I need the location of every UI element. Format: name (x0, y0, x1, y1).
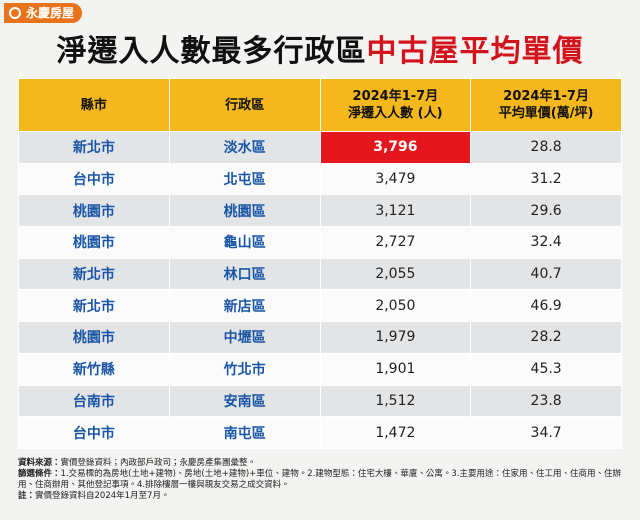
table-cell: 28.8 (470, 131, 622, 164)
header-line: 2024年1-7月 (352, 89, 439, 104)
header-row: 縣市 行政區 2024年1-7月 淨遷入人數 (人) 2024年1-7月 平均單價(萬/坪… (18, 78, 622, 132)
table-cell: 新店區 (168, 289, 321, 323)
table-cell: 安南區 (168, 384, 321, 418)
table-row: 新北市 新店區 2,050 46.9 (18, 289, 622, 323)
table-cell: 2,055 (319, 257, 472, 291)
table-cell: 23.8 (470, 384, 622, 418)
table-cell: 竹北市 (168, 352, 321, 386)
table-cell: 桃園市 (18, 226, 170, 259)
table-cell: 淡水區 (168, 131, 321, 164)
table-cell: 45.3 (470, 352, 622, 386)
table-cell: 28.2 (470, 321, 622, 354)
table-row: 新北市 淡水區 3,796 28.8 (18, 131, 622, 164)
table-row: 新竹縣 竹北市 1,901 45.3 (18, 352, 622, 386)
table-row: 台中市 南屯區 1,472 34.7 (18, 416, 622, 449)
header-line: 2024年1-7月 (503, 89, 589, 104)
table-cell: 新北市 (18, 257, 170, 291)
note-text: 1.交易標的為房地(土地+建物)、房地(土地+建物)+車位、建物。2.建物型態：… (18, 469, 621, 490)
title: 淨遷入人數最多行政區中古屋平均單價 (0, 32, 640, 72)
table-cell: 1,979 (319, 321, 472, 354)
table-cell: 新竹縣 (18, 352, 170, 386)
note-label: 資料來源： (18, 458, 61, 468)
table-cell: 桃園市 (18, 321, 170, 354)
header-line: 平均單價(萬/坪) (498, 106, 594, 121)
table-cell: 3,796 (319, 131, 472, 164)
table-row: 桃園市 桃園區 3,121 29.6 (18, 194, 622, 228)
table-cell: 3,121 (319, 194, 472, 228)
title-highlight: 中古屋平均單價 (366, 34, 584, 69)
table-cell: 南屯區 (168, 416, 321, 449)
table-row: 桃園市 龜山區 2,727 32.4 (18, 226, 622, 259)
table-cell: 龜山區 (168, 226, 321, 259)
table-row: 台中市 北屯區 3,479 31.2 (18, 162, 622, 196)
note: 註：實價登錄資料自2024年1月至7月。 (18, 491, 622, 502)
notes: 資料來源：實價登錄資料；內政部戶政司；永慶房產集團彙整。 篩選條件：1.交易標的為… (18, 458, 622, 502)
table-cell: 中壢區 (168, 321, 321, 354)
title-part: 淨遷入人數最多行政區 (56, 34, 367, 69)
header-line: 行政區 (225, 97, 265, 113)
table-cell: 34.7 (470, 416, 622, 449)
table-cell: 40.7 (470, 257, 622, 291)
note: 資料來源：實價登錄資料；內政部戶政司；永慶房產集團彙整。 (18, 458, 622, 469)
header-cell: 縣市 (18, 78, 170, 132)
table-cell: 32.4 (470, 226, 622, 259)
logo: 永慶房屋 (4, 3, 83, 23)
note-label: 註： (18, 491, 36, 501)
table-cell: 桃園市 (18, 194, 170, 228)
header-cell: 2024年1-7月 平均單價(萬/坪) (470, 78, 622, 132)
table-cell: 新北市 (18, 131, 170, 164)
table-cell: 林口區 (168, 257, 321, 291)
table-cell: 1,901 (319, 352, 472, 386)
table-cell: 29.6 (470, 194, 622, 228)
table-cell: 台中市 (18, 416, 170, 449)
table-cell: 台南市 (18, 384, 170, 418)
header-line: 淨遷入人數 (人) (348, 106, 443, 121)
table-cell: 1,472 (319, 416, 472, 449)
header-line: 縣市 (80, 97, 107, 113)
data-table: 縣市 行政區 2024年1-7月 淨遷入人數 (人) 2024年1-7月 平均單價(萬/坪… (18, 78, 622, 449)
table-row: 桃園市 中壢區 1,979 28.2 (18, 321, 622, 354)
table-cell: 新北市 (18, 289, 170, 323)
table-cell: 46.9 (470, 289, 622, 323)
table-cell: 31.2 (470, 162, 622, 196)
header-cell: 行政區 (168, 78, 321, 132)
table-cell: 1,512 (319, 384, 472, 418)
table-cell: 北屯區 (168, 162, 321, 196)
table-cell: 3,479 (319, 162, 472, 196)
table-cell: 2,050 (319, 289, 472, 323)
note-label: 篩選條件： (18, 469, 61, 479)
table-cell: 2,727 (319, 226, 472, 259)
note-text: 實價登錄資料；內政部戶政司；永慶房產集團彙整。 (60, 458, 257, 468)
note: 篩選條件：1.交易標的為房地(土地+建物)、房地(土地+建物)+車位、建物。2.… (18, 469, 622, 491)
table-row: 新北市 林口區 2,055 40.7 (18, 257, 622, 291)
note-text: 實價登錄資料自2024年1月至7月。 (35, 491, 170, 501)
table-cell: 台中市 (18, 162, 170, 196)
table-row: 台南市 安南區 1,512 23.8 (18, 384, 622, 418)
table-cell: 桃園區 (168, 194, 321, 228)
header-cell: 2024年1-7月 淨遷入人數 (人) (319, 78, 472, 132)
